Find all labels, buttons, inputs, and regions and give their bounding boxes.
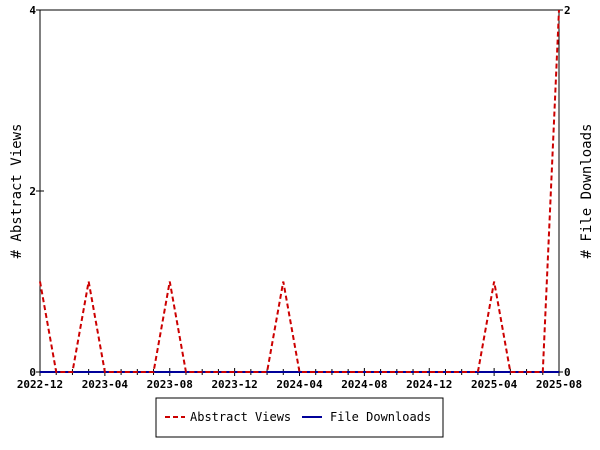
y2-tick-label: 2 [564, 4, 571, 17]
x-tick-label: 2024-12 [406, 378, 452, 391]
y2-axis-title: # File Downloads [579, 124, 595, 259]
y2-tick-label: 0 [564, 366, 571, 379]
x-tick-label: 2025-04 [471, 378, 518, 391]
legend-label-abstract-views: Abstract Views [190, 410, 291, 424]
y-tick-label: 0 [29, 366, 36, 379]
y-tick-label: 4 [29, 4, 36, 17]
x-tick-label: 2023-04 [82, 378, 129, 391]
y-tick-label: 2 [29, 185, 36, 198]
legend-box [155, 397, 444, 438]
x-tick-label: 2024-08 [341, 378, 387, 391]
y-axis-title: # Abstract Views [9, 124, 25, 259]
legend-label-file-downloads: File Downloads [330, 410, 431, 424]
series-line-abstract-views [39, 9, 560, 373]
x-tick-label: 2023-12 [211, 378, 257, 391]
legend: Abstract Views File Downloads [155, 397, 444, 438]
x-tick-label: 2023-08 [147, 378, 193, 391]
x-tick-label: 2025-08 [536, 378, 582, 391]
plot-area [39, 9, 560, 373]
x-tick-label: 2022-12 [17, 378, 63, 391]
x-tick-label: 2024-04 [276, 378, 323, 391]
